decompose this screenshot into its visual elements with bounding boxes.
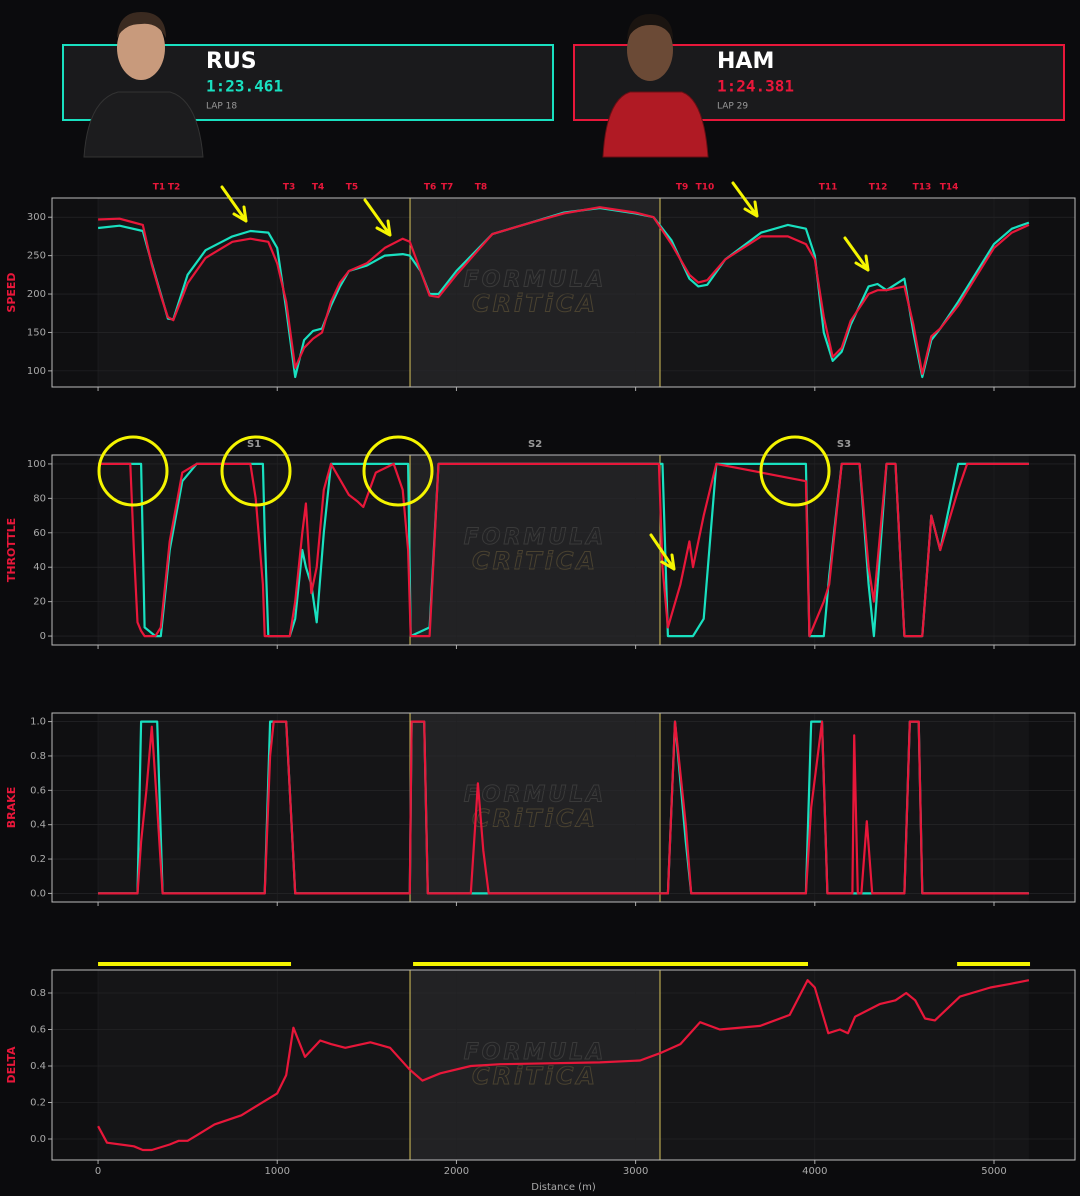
y-tick-label: 0 [40,631,46,642]
y-tick-label: 0.2 [30,854,46,865]
corner-label: T10 [696,183,715,193]
corner-label: T14 [940,183,959,193]
y-axis-label: BRAKE [5,787,18,828]
y-tick-label: 0.8 [30,751,46,762]
plot-frame [51,454,1076,646]
arrows [220,181,870,571]
y-tick-label: 0.6 [30,1025,46,1036]
driver-photo [602,14,709,158]
corner-label: T2 [168,183,180,193]
x-tick-label: 3000 [623,1166,648,1177]
plot-frame [51,969,1076,1161]
y-tick-label: 150 [27,327,46,338]
corner-label: T12 [869,183,888,193]
watermark: CRiTiCA [472,1062,598,1090]
x-tick-label: 1000 [265,1166,290,1177]
corner-label: T4 [312,183,324,193]
y-tick-label: 80 [33,493,46,504]
series-line [98,462,1029,638]
corner-label: T5 [346,183,358,193]
driver-card: HAM 1:24.381 LAP 29 [573,14,1065,158]
y-tick-label: 100 [27,366,46,377]
x-tick-label: 0 [95,1166,101,1177]
series-line [98,462,1029,638]
highlight-circle [362,435,434,507]
y-tick-label: 0.6 [30,785,46,796]
x-tick-label: 5000 [981,1166,1006,1177]
y-tick-label: 1.0 [30,717,46,728]
watermark: CRiTiCA [472,290,598,318]
sector-label: S2 [528,439,542,450]
corner-label: T13 [913,183,932,193]
sector-band [410,455,660,645]
y-tick-label: 40 [33,562,46,573]
highlight-circle [759,435,831,507]
driver-code: HAM [717,49,774,74]
corner-label: T3 [283,183,295,193]
series-line [98,206,1030,375]
y-axis-label: THROTTLE [5,518,18,582]
highlight-circle [220,435,292,507]
highlight-circle [97,435,169,507]
lap-time: 1:23.461 [206,77,283,96]
y-tick-label: 100 [27,459,46,470]
y-tick-label: 300 [27,212,46,223]
driver-card: RUS 1:23.461 LAP 18 [62,12,554,158]
sector-band [410,198,660,387]
driver-photo [83,12,204,158]
watermark: CRiTiCA [472,547,598,575]
watermark: FORMULA [464,268,606,293]
watermark: FORMULA [464,1040,606,1065]
corner-label: T7 [441,183,453,193]
plot-frame [51,197,1076,388]
x-tick-label: 4000 [802,1166,827,1177]
y-axis-label: SPEED [5,272,18,312]
y-tick-label: 0.4 [30,820,46,831]
lap-number: LAP 29 [717,102,748,112]
y-tick-label: 0.0 [30,888,46,899]
lap-time: 1:24.381 [717,77,794,96]
sector-band [410,713,660,902]
x-tick-label: 2000 [444,1166,469,1177]
y-tick-label: 200 [27,289,46,300]
watermark: FORMULA [464,783,606,808]
corner-label: T9 [676,183,688,193]
corner-label: T1 [153,183,165,193]
plot-frame [51,712,1076,903]
corner-label: T8 [475,183,487,193]
lap-number: LAP 18 [206,102,237,112]
series-line [98,720,1029,895]
driver-code: RUS [206,49,257,74]
annotations [97,181,870,571]
sector-label: S1 [247,439,261,450]
y-tick-label: 0.2 [30,1098,46,1109]
watermark: FORMULA [464,525,606,550]
y-axis-label: DELTA [5,1046,18,1083]
y-tick-label: 0.8 [30,988,46,999]
series-line [97,979,1030,1152]
corner-label: T6 [424,183,436,193]
y-tick-label: 20 [33,597,46,608]
y-tick-label: 250 [27,251,46,262]
y-tick-label: 0.4 [30,1061,46,1072]
y-tick-label: 60 [33,528,46,539]
watermark: CRiTiCA [472,805,598,833]
y-tick-label: 0.0 [30,1134,46,1145]
sector-label: S3 [837,439,851,450]
sector-band [410,970,660,1160]
x-axis-label: Distance (m) [531,1182,596,1193]
corner-label: T11 [819,183,838,193]
